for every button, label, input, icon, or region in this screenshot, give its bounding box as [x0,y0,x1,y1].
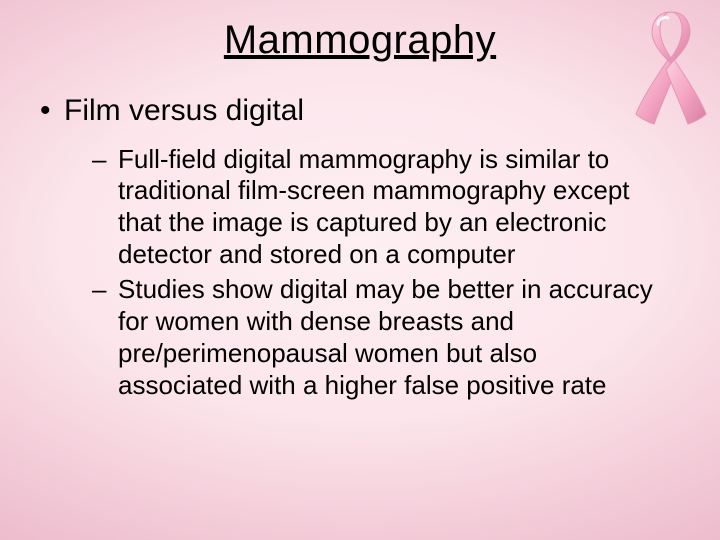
bullet-text: Film versus digital [64,94,304,127]
bullet-level2: Studies show digital may be better in ac… [64,274,660,401]
slide-title: Mammography [0,18,720,63]
slide: Mammography Film versus digital Full-fie… [0,0,720,540]
bullet-level2: Full-field digital mammography is simila… [64,144,660,271]
slide-body: Film versus digital Full-field digital m… [36,92,660,415]
bullet-level1: Film versus digital Full-field digital m… [36,92,660,401]
sub-bullet-text: Studies show digital may be better in ac… [118,274,653,399]
sub-bullet-text: Full-field digital mammography is simila… [118,144,630,269]
